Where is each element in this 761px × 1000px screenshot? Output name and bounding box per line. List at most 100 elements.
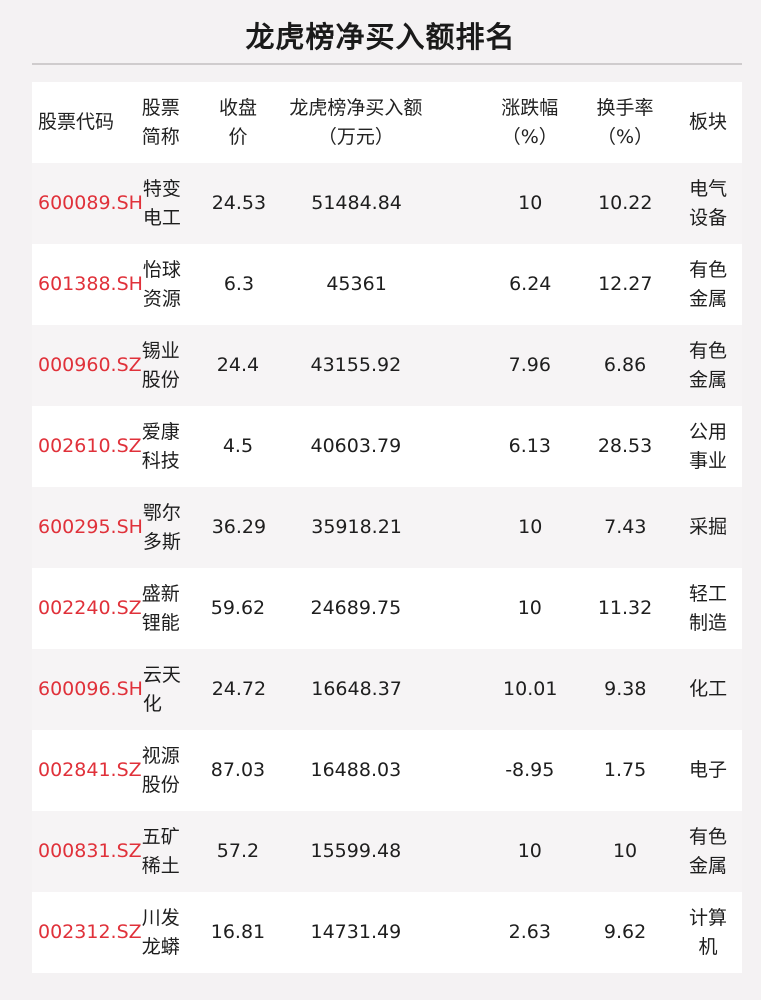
sector-line: 制造 bbox=[689, 611, 728, 634]
turnover-rate: 6.86 bbox=[603, 354, 647, 376]
header-net-buy-line: 龙虎榜净买入额 bbox=[289, 96, 423, 119]
turnover-rate: 28.53 bbox=[597, 435, 653, 457]
change-pct: 2.63 bbox=[508, 921, 551, 943]
change-pct: 10 bbox=[518, 192, 543, 214]
change-pct: 6.13 bbox=[508, 435, 551, 457]
net-buy: 35918.21 bbox=[311, 516, 402, 538]
sector-line: 轻工 bbox=[689, 582, 728, 605]
ranking-table: 股票代码 股票 简称 收盘价龙虎榜净买入额 （万元） 涨跌幅 （%） 换手率 （%） 板块 6000… bbox=[32, 82, 742, 973]
table-row: 600295.SH 鄂尔 多斯 36.29 35918.21 10 7.43 采掘 bbox=[32, 487, 742, 568]
stock-name-line: 龙蟒 bbox=[141, 935, 180, 958]
close-price: 24.53 bbox=[211, 192, 267, 214]
table-row: 000960.SZ 锡业 股份 24.4 43155.92 7.96 6.86 有色 金属 bbox=[32, 325, 742, 406]
sector: 公用 事业 bbox=[674, 418, 742, 476]
table-row: 002240.SZ 盛新 锂能 59.62 24689.75 10 11.32 轻工 制造 bbox=[32, 568, 742, 649]
sector: 计算机 bbox=[674, 904, 742, 962]
sector-line: 金属 bbox=[689, 287, 728, 310]
net-buy: 43155.92 bbox=[310, 354, 402, 376]
close-price: 6.3 bbox=[223, 273, 255, 295]
sector: 有色 金属 bbox=[674, 823, 742, 881]
sector-line: 有色 bbox=[689, 339, 728, 362]
turnover-rate: 11.32 bbox=[597, 597, 653, 619]
header-sector-line: 板块 bbox=[689, 111, 728, 133]
table-row: 002610.SZ 爱康科技 4.5 40603.79 6.13 28.53 公用事业 bbox=[32, 406, 742, 487]
stock-name-line: 锂能 bbox=[141, 611, 180, 634]
sector-line: 事业 bbox=[689, 449, 728, 472]
turnover-rate: 9.38 bbox=[604, 678, 647, 700]
table-row: 600096.SH 云天化 24.72 16648.37 10.01 9.38 化工 bbox=[32, 649, 742, 730]
stock-name: 五矿 稀土 bbox=[142, 823, 208, 881]
close-price: 16.81 bbox=[210, 921, 266, 943]
change-pct: 10 bbox=[517, 840, 542, 862]
header-net-buy: 龙虎榜净买入额 （万元） bbox=[268, 94, 443, 152]
table-row: 002841.SZ 视源 股份 87.03 16488.03 -8.95 1.75 电子 bbox=[32, 730, 742, 811]
close-price: 36.29 bbox=[211, 516, 267, 538]
header-close: 收盘价 bbox=[208, 94, 268, 152]
stock-name: 视源 股份 bbox=[142, 742, 208, 800]
header-name-line: 简称 bbox=[141, 125, 180, 148]
net-buy: 14731.49 bbox=[310, 921, 402, 943]
sector-line: 公用 bbox=[689, 420, 728, 443]
header-name-line: 股票 bbox=[141, 96, 180, 119]
stock-code: 002312.SZ bbox=[38, 921, 142, 943]
stock-name-line: 爱康 bbox=[141, 420, 180, 443]
net-buy: 15599.48 bbox=[310, 840, 402, 862]
stock-name: 川发 龙蟒 bbox=[142, 904, 208, 962]
stock-name-line: 视源 bbox=[141, 744, 180, 767]
sector: 有色 金属 bbox=[674, 337, 742, 395]
stock-name: 云天化 bbox=[143, 661, 209, 719]
net-buy: 40603.79 bbox=[310, 435, 402, 457]
stock-name-line: 电工 bbox=[142, 206, 181, 229]
sector-line: 化工 bbox=[689, 678, 728, 700]
header-change-line: 涨跌幅 bbox=[501, 96, 559, 119]
stock-name-line: 股份 bbox=[141, 773, 180, 796]
stock-name-line: 鄂尔 bbox=[142, 501, 181, 524]
sector-line: 有色 bbox=[689, 258, 728, 281]
stock-name-line: 多斯 bbox=[142, 530, 181, 553]
stock-code: 002841.SZ bbox=[38, 759, 142, 781]
sector: 轻工 制造 bbox=[674, 580, 742, 638]
stock-name-line: 资源 bbox=[142, 287, 181, 310]
close-price: 24.4 bbox=[216, 354, 260, 376]
stock-name-line: 川发 bbox=[141, 906, 180, 929]
sector-line: 机 bbox=[698, 935, 718, 958]
net-buy: 16488.03 bbox=[310, 759, 402, 781]
stock-code: 000831.SZ bbox=[38, 840, 142, 862]
net-buy: 16648.37 bbox=[311, 678, 402, 700]
stock-name-line: 科技 bbox=[141, 449, 180, 472]
stock-name: 爱康 科技 bbox=[142, 418, 208, 476]
stock-code: 601388.SH bbox=[38, 273, 143, 295]
close-price: 87.03 bbox=[210, 759, 266, 781]
table-row: 000831.SZ 五矿 稀土 57.2 15599.48 10 10 有色金属 bbox=[32, 811, 742, 892]
sector-line: 电气 bbox=[689, 177, 728, 200]
stock-code: 600089.SH bbox=[38, 192, 143, 214]
stock-code: 600295.SH bbox=[38, 516, 143, 538]
net-buy: 45361 bbox=[326, 273, 387, 295]
stock-code: 002610.SZ bbox=[38, 435, 142, 457]
sector: 采掘 bbox=[674, 513, 742, 542]
header-turnover: 换手率 （%） bbox=[576, 94, 674, 152]
table-header: 股票代码 股票 简称 收盘价龙虎榜净买入额 （万元） 涨跌幅 （%） 换手率 （%） 板块 bbox=[32, 82, 742, 163]
stock-name-line: 股份 bbox=[141, 368, 180, 391]
table-row: 601388.SH 怡球 资源 6.3 45361 6.24 12.27 有色 金属 bbox=[32, 244, 742, 325]
stock-code: 600096.SH bbox=[38, 678, 143, 700]
header-name: 股票 简称 bbox=[142, 94, 208, 152]
turnover-rate: 10 bbox=[612, 840, 638, 862]
sector-line: 有色 bbox=[689, 825, 728, 848]
turnover-rate: 9.62 bbox=[603, 921, 647, 943]
close-price: 57.2 bbox=[216, 840, 260, 862]
turnover-rate: 10.22 bbox=[598, 192, 653, 214]
sector-line: 计算 bbox=[689, 906, 728, 929]
stock-name-line: 云天 bbox=[142, 663, 181, 686]
stock-name-line: 化 bbox=[142, 692, 162, 715]
change-pct: 10 bbox=[517, 597, 542, 619]
sector: 化工 bbox=[674, 675, 742, 704]
sector-line: 电子 bbox=[689, 759, 728, 781]
change-pct: -8.95 bbox=[505, 759, 555, 781]
stock-name-line: 怡球 bbox=[142, 258, 181, 281]
sector-line: 金属 bbox=[689, 368, 728, 391]
sector: 电气 设备 bbox=[674, 175, 742, 233]
turnover-rate: 7.43 bbox=[604, 516, 647, 538]
close-price: 4.5 bbox=[222, 435, 254, 457]
sector-line: 金属 bbox=[689, 854, 728, 877]
